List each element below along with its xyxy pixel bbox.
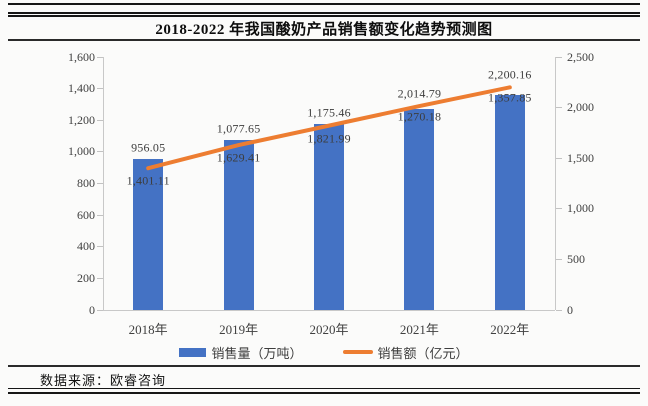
left-axis-tick-label: 800 bbox=[77, 176, 95, 190]
left-axis-tick bbox=[97, 119, 103, 121]
left-axis-tick bbox=[97, 56, 103, 58]
category-label: 2020年 bbox=[309, 322, 349, 337]
sales-volume-bar bbox=[404, 109, 435, 310]
right-axis-tick bbox=[556, 56, 562, 58]
line-data-label: 1,821.99 bbox=[307, 131, 351, 146]
right-axis-tick-label: 1,500 bbox=[567, 150, 594, 165]
left-axis-tick bbox=[97, 309, 103, 311]
sales-volume-bar bbox=[223, 139, 254, 310]
left-axis-tick bbox=[97, 246, 103, 248]
left-axis-tick-label: 1,600 bbox=[68, 49, 95, 64]
legend-label: 销售量（万吨） bbox=[211, 345, 303, 361]
left-axis-tick-label: 600 bbox=[77, 207, 95, 222]
legend-bar-swatch-icon bbox=[179, 347, 207, 357]
bar-data-label: 1,270.18 bbox=[397, 109, 442, 124]
left-axis-tick bbox=[97, 214, 103, 216]
right-axis-tick bbox=[556, 208, 562, 210]
left-axis-tick bbox=[97, 88, 103, 90]
trend-line-path bbox=[146, 85, 512, 171]
figure-title: 2018-2022 年我国酸奶产品销售额变化趋势预测图 bbox=[155, 22, 493, 38]
left-axis-tick-label: 1,400 bbox=[68, 81, 95, 96]
sales-volume-bar bbox=[494, 95, 525, 310]
category-label: 2019年 bbox=[219, 322, 259, 337]
left-axis-tick-label: 200 bbox=[77, 270, 95, 285]
x-axis bbox=[103, 310, 555, 311]
top-rule bbox=[8, 3, 640, 5]
right-axis-tick-label: 500 bbox=[567, 251, 585, 266]
legend-item: 销售额（亿元） bbox=[342, 343, 469, 362]
right-axis-tick bbox=[556, 107, 562, 109]
line-data-label: 1,401.11 bbox=[126, 173, 170, 188]
right-axis-tick bbox=[556, 157, 562, 159]
right-axis-tick-label: 0 bbox=[567, 302, 573, 317]
line-data-label: 2,200.16 bbox=[487, 67, 532, 82]
y-axis-left bbox=[103, 57, 104, 310]
left-axis-tick-label: 400 bbox=[77, 239, 95, 254]
right-axis-tick-label: 2,500 bbox=[567, 49, 594, 64]
y-axis-right bbox=[555, 57, 556, 310]
chart-bottom-rule bbox=[8, 365, 640, 367]
category-label: 2018年 bbox=[128, 322, 168, 337]
data-source-note: 数据来源：欧睿咨询 bbox=[40, 373, 167, 388]
left-axis-tick bbox=[97, 277, 103, 279]
line-data-label: 2,014.79 bbox=[397, 86, 442, 101]
left-axis-tick-label: 0 bbox=[89, 302, 95, 317]
left-axis-tick bbox=[97, 151, 103, 153]
figure-bottom-double-rule bbox=[8, 388, 640, 394]
sales-volume-bar bbox=[314, 124, 344, 310]
title-divider-rule bbox=[8, 39, 640, 41]
category-label: 2022年 bbox=[490, 322, 530, 337]
right-axis-tick-label: 1,000 bbox=[567, 201, 594, 216]
left-axis-tick-label: 1,000 bbox=[68, 144, 95, 159]
figure-top-double-rule bbox=[8, 12, 640, 17]
legend-item: 销售量（万吨） bbox=[179, 343, 303, 362]
right-axis-tick-label: 2,000 bbox=[567, 100, 594, 115]
right-axis-tick bbox=[556, 258, 562, 260]
left-axis-tick-label: 1,200 bbox=[68, 112, 95, 127]
right-axis-tick bbox=[556, 309, 562, 311]
bar-data-label: 1,175.46 bbox=[307, 105, 351, 120]
sales-volume-bar bbox=[133, 158, 164, 310]
chart-legend: 销售量（万吨） 销售额（亿元） bbox=[0, 343, 648, 362]
line-data-label: 1,629.41 bbox=[216, 150, 261, 165]
legend-label: 销售额（亿元） bbox=[377, 345, 469, 361]
category-label: 2021年 bbox=[399, 322, 439, 337]
bar-data-label: 1,357.85 bbox=[487, 90, 532, 105]
left-axis-tick bbox=[97, 183, 103, 184]
legend-line-swatch-icon bbox=[342, 350, 373, 354]
bar-data-label: 1,077.65 bbox=[216, 121, 261, 136]
bar-data-label: 956.05 bbox=[131, 140, 166, 155]
